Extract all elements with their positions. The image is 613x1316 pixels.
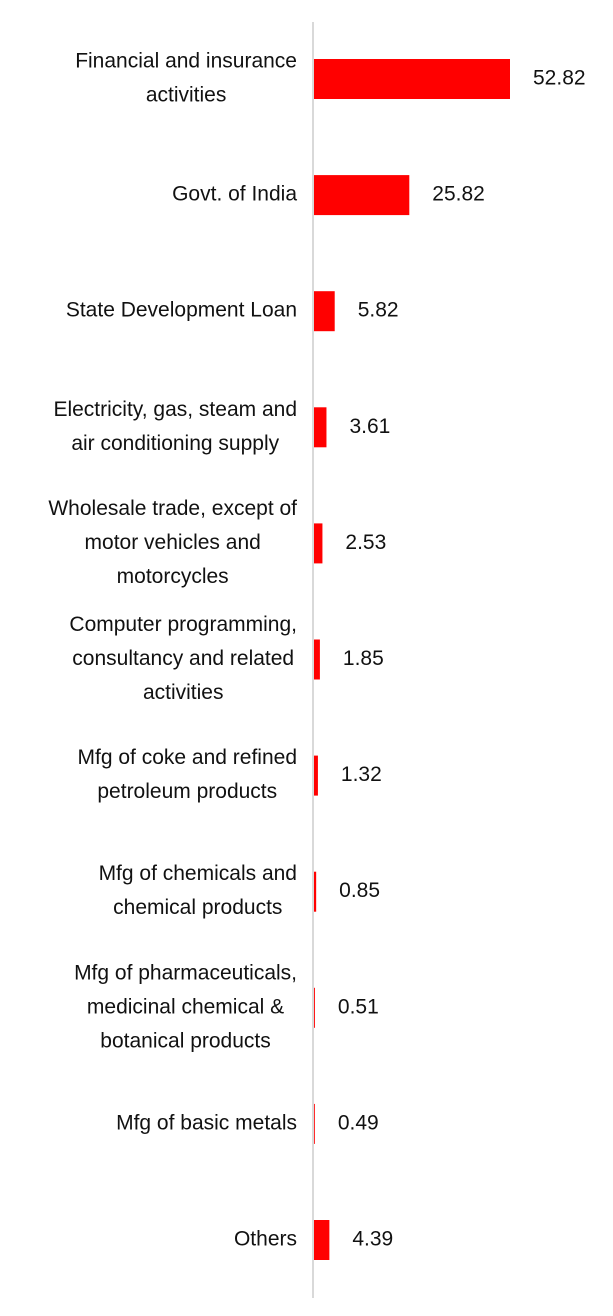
category-label-line: Others bbox=[234, 1228, 297, 1251]
category-label: Financial and insurance activities bbox=[75, 50, 297, 107]
category-label-line: Mfg of coke and refined bbox=[78, 746, 297, 769]
category-label-line: State Development Loan bbox=[66, 299, 297, 322]
category-label-line: Computer programming, bbox=[69, 613, 297, 636]
bar bbox=[313, 175, 410, 216]
category-label: Mfg of chemicals and chemical products bbox=[99, 862, 297, 919]
category-label-line: Mfg of basic metals bbox=[116, 1111, 297, 1134]
category-label: Wholesale trade, except of motor vehicles… bbox=[48, 497, 297, 588]
value-label: 0.85 bbox=[339, 879, 380, 902]
category-label-line: medicinal chemical & bbox=[87, 995, 284, 1018]
category-label: Mfg of pharmaceuticals, medicinal chemica… bbox=[74, 961, 297, 1052]
bar bbox=[313, 639, 320, 680]
category-label-line: botanical products bbox=[100, 1029, 270, 1052]
category-label-line: activities bbox=[143, 681, 224, 704]
category-label-line: Wholesale trade, except of bbox=[48, 497, 297, 520]
value-label: 1.85 bbox=[343, 647, 384, 670]
category-label-line: petroleum products bbox=[97, 780, 277, 803]
bar bbox=[313, 407, 327, 448]
value-label: 0.51 bbox=[338, 995, 379, 1018]
bar bbox=[313, 1220, 330, 1260]
category-label-line: air conditioning supply bbox=[71, 432, 279, 455]
value-labels-group: 52.82 25.82 5.82 3.61 2.53 1.85 1.32 0.85 0.51 0.… bbox=[338, 67, 586, 1251]
value-label: 0.49 bbox=[338, 1111, 379, 1134]
value-label: 5.82 bbox=[358, 299, 399, 322]
bar bbox=[313, 871, 317, 912]
category-label: Computer programming, consultancy and rel… bbox=[69, 613, 297, 704]
category-label-line: motor vehicles and bbox=[85, 531, 261, 554]
value-label: 52.82 bbox=[533, 67, 586, 90]
category-label-line: Electricity, gas, steam and bbox=[53, 398, 297, 421]
category-label-line: Govt. of India bbox=[172, 183, 297, 206]
category-label-line: motorcycles bbox=[117, 565, 229, 588]
value-label: 3.61 bbox=[349, 415, 390, 438]
bar bbox=[313, 291, 335, 332]
category-label-line: consultancy and related bbox=[72, 647, 294, 670]
category-label: State Development Loan bbox=[66, 299, 297, 322]
value-label: 25.82 bbox=[432, 183, 485, 206]
category-label: Others bbox=[234, 1228, 297, 1251]
category-label: Mfg of basic metals bbox=[116, 1111, 297, 1134]
category-labels-group: Financial and insurance activities Govt. o… bbox=[48, 50, 297, 1251]
value-label: 1.32 bbox=[341, 763, 382, 786]
category-label-line: chemical products bbox=[113, 896, 282, 919]
value-label: 2.53 bbox=[345, 531, 386, 554]
category-label: Mfg of coke and refined petroleum product… bbox=[78, 746, 297, 803]
category-label: Govt. of India bbox=[172, 183, 297, 206]
bar bbox=[313, 755, 318, 796]
category-label-line: Mfg of chemicals and bbox=[99, 862, 297, 885]
value-label: 4.39 bbox=[352, 1228, 393, 1251]
category-label: Electricity, gas, steam and air condition… bbox=[53, 398, 297, 455]
category-label-line: activities bbox=[146, 84, 227, 107]
category-label-line: Mfg of pharmaceuticals, bbox=[74, 961, 297, 984]
bar bbox=[313, 523, 323, 564]
bar bbox=[313, 59, 510, 99]
category-label-line: Financial and insurance bbox=[75, 50, 297, 73]
